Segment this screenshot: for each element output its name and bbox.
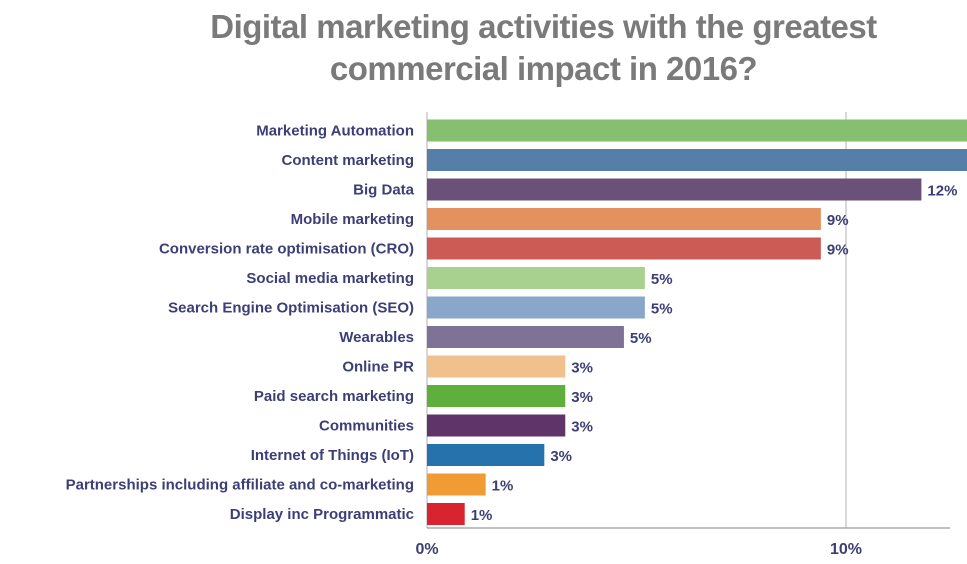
value-label-3: 9% bbox=[827, 212, 849, 229]
category-label-4: Conversion rate optimisation (CRO) bbox=[159, 241, 414, 258]
bar-13 bbox=[427, 503, 465, 525]
bar-10 bbox=[427, 414, 566, 437]
value-label-13: 1% bbox=[471, 507, 493, 524]
value-label-8: 3% bbox=[571, 360, 593, 377]
bar-4 bbox=[427, 237, 821, 260]
category-label-9: Paid search marketing bbox=[254, 388, 414, 405]
category-label-10: Communities bbox=[319, 418, 414, 435]
value-label-4: 9% bbox=[827, 242, 849, 259]
category-label-5: Social media marketing bbox=[246, 270, 414, 287]
x-tick-label-1: 10% bbox=[830, 541, 862, 558]
bar-1 bbox=[427, 149, 967, 171]
value-label-12: 1% bbox=[492, 478, 514, 495]
bar-7 bbox=[427, 326, 624, 348]
x-tick-label-0: 0% bbox=[415, 541, 438, 558]
bar-8 bbox=[427, 355, 566, 378]
value-label-9: 3% bbox=[571, 389, 593, 406]
bar-0 bbox=[427, 119, 967, 142]
bar-9 bbox=[427, 385, 566, 407]
category-label-11: Internet of Things (IoT) bbox=[251, 447, 414, 464]
chart-title: Digital marketing activities with the gr… bbox=[120, 6, 967, 90]
bar-12 bbox=[427, 473, 486, 496]
value-label-5: 5% bbox=[651, 271, 673, 288]
category-label-13: Display inc Programmatic bbox=[230, 506, 414, 523]
bar-3 bbox=[427, 208, 821, 230]
category-label-7: Wearables bbox=[339, 329, 414, 346]
category-label-6: Search Engine Optimisation (SEO) bbox=[168, 300, 414, 317]
value-label-6: 5% bbox=[651, 301, 673, 318]
bar-2 bbox=[427, 178, 922, 201]
category-label-8: Online PR bbox=[342, 359, 414, 376]
chart-title-line-1: Digital marketing activities with the gr… bbox=[210, 8, 877, 45]
bar-6 bbox=[427, 296, 645, 319]
bar-11 bbox=[427, 444, 545, 466]
value-label-7: 5% bbox=[630, 330, 652, 347]
value-label-11: 3% bbox=[550, 448, 572, 465]
category-label-2: Big Data bbox=[353, 182, 415, 199]
chart-title-line-2: commercial impact in 2016? bbox=[329, 50, 758, 87]
category-label-3: Mobile marketing bbox=[291, 211, 414, 228]
bar-5 bbox=[427, 267, 645, 289]
category-label-1: Content marketing bbox=[281, 152, 414, 169]
value-label-2: 12% bbox=[927, 183, 957, 200]
category-label-0: Marketing Automation bbox=[256, 123, 414, 140]
category-label-12: Partnerships including affiliate and co-… bbox=[66, 477, 414, 494]
value-label-10: 3% bbox=[571, 419, 593, 436]
